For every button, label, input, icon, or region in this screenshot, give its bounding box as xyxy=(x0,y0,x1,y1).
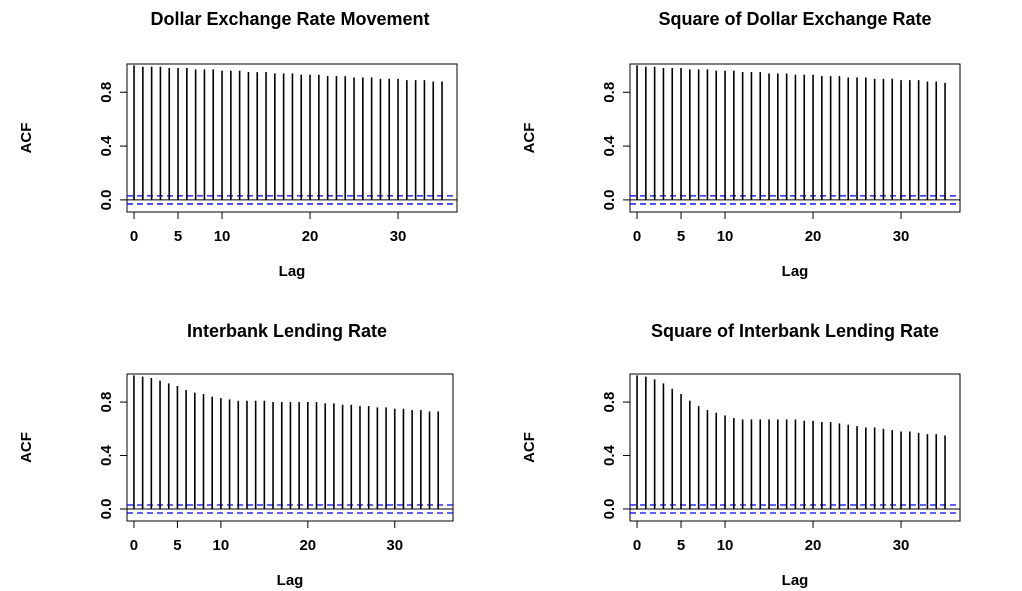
x-axis-label: Lag xyxy=(279,263,306,280)
x-tick-label: 5 xyxy=(174,228,182,245)
x-tick-label: 30 xyxy=(390,228,407,245)
y-axis-label: ACF xyxy=(521,432,538,463)
x-tick-label: 20 xyxy=(299,537,316,554)
x-tick-label: 10 xyxy=(214,228,231,245)
y-tick-label: 0.0 xyxy=(98,499,115,520)
plot-frame xyxy=(629,63,961,213)
y-axis-label: ACF xyxy=(18,432,35,463)
x-tick-label: 30 xyxy=(893,228,910,245)
y-tick-label: 0.8 xyxy=(601,82,618,103)
y-tick-label: 0.0 xyxy=(98,189,115,210)
chart-title: Square of Interbank Lending Rate xyxy=(651,321,939,341)
y-axis-label: ACF xyxy=(18,123,35,154)
x-tick-label: 5 xyxy=(677,228,685,245)
y-tick-label: 0.4 xyxy=(98,135,115,157)
x-tick-label: 30 xyxy=(386,537,403,554)
x-axis-label: Lag xyxy=(277,572,304,589)
x-tick-label: 0 xyxy=(130,537,138,554)
y-tick-label: 0.8 xyxy=(601,392,618,413)
chart-title: Dollar Exchange Rate Movement xyxy=(150,9,429,29)
y-tick-label: 0.4 xyxy=(98,444,115,466)
x-axis-label: Lag xyxy=(782,263,809,280)
x-tick-label: 0 xyxy=(633,537,641,554)
x-tick-label: 30 xyxy=(893,537,910,554)
x-tick-label: 0 xyxy=(633,228,641,245)
y-tick-label: 0.4 xyxy=(601,444,618,466)
plot-frame xyxy=(126,373,454,522)
chart-title: Square of Dollar Exchange Rate xyxy=(658,9,931,29)
y-tick-label: 0.0 xyxy=(601,499,618,520)
x-tick-label: 10 xyxy=(717,537,734,554)
x-tick-label: 20 xyxy=(805,537,822,554)
y-tick-label: 0.8 xyxy=(98,392,115,413)
x-tick-label: 20 xyxy=(805,228,822,245)
plot-frame xyxy=(126,63,458,213)
y-tick-label: 0.8 xyxy=(98,82,115,103)
x-tick-label: 0 xyxy=(130,228,138,245)
x-tick-label: 20 xyxy=(302,228,319,245)
y-tick-label: 0.4 xyxy=(601,135,618,157)
x-tick-label: 10 xyxy=(213,537,230,554)
x-tick-label: 5 xyxy=(173,537,181,554)
plot-frame xyxy=(629,373,961,522)
y-tick-label: 0.0 xyxy=(601,189,618,210)
x-tick-label: 10 xyxy=(717,228,734,245)
y-axis-label: ACF xyxy=(521,123,538,154)
x-axis-label: Lag xyxy=(782,572,809,589)
x-tick-label: 5 xyxy=(677,537,685,554)
chart-title: Interbank Lending Rate xyxy=(187,321,387,341)
